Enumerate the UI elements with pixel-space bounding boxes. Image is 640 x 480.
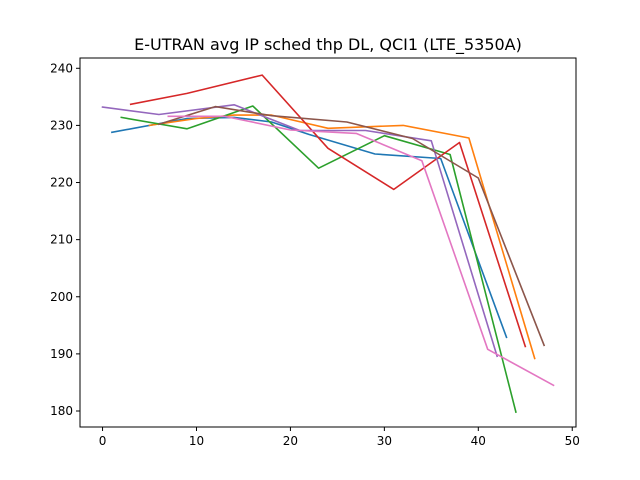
plot-frame bbox=[79, 57, 577, 428]
y-tick-label: 210 bbox=[50, 233, 73, 247]
series-line-7 bbox=[167, 115, 555, 387]
x-tick-label: 0 bbox=[99, 434, 107, 448]
series-line-6 bbox=[157, 105, 546, 347]
y-tick-label: 190 bbox=[50, 347, 73, 361]
y-tick-label: 180 bbox=[50, 404, 73, 418]
x-tick-label: 40 bbox=[471, 434, 486, 448]
y-tick-label: 230 bbox=[50, 118, 73, 132]
y-tick-label: 200 bbox=[50, 290, 73, 304]
y-axis: 180 190 200 210 220 230 240 bbox=[50, 61, 80, 418]
chart-title: E-UTRAN avg IP sched thp DL, QCI1 (LTE_5… bbox=[134, 35, 522, 55]
y-tick-label: 240 bbox=[50, 61, 73, 75]
x-tick-label: 50 bbox=[565, 434, 580, 448]
x-tick-label: 10 bbox=[189, 434, 204, 448]
series-line-3 bbox=[120, 105, 517, 414]
series-layer bbox=[101, 74, 555, 414]
x-axis: 0 10 20 30 40 50 bbox=[99, 427, 580, 448]
series-line-2 bbox=[148, 114, 536, 360]
y-tick-label: 220 bbox=[50, 176, 73, 190]
series-line-4 bbox=[129, 74, 527, 348]
x-tick-label: 30 bbox=[377, 434, 392, 448]
x-tick-label: 20 bbox=[283, 434, 298, 448]
